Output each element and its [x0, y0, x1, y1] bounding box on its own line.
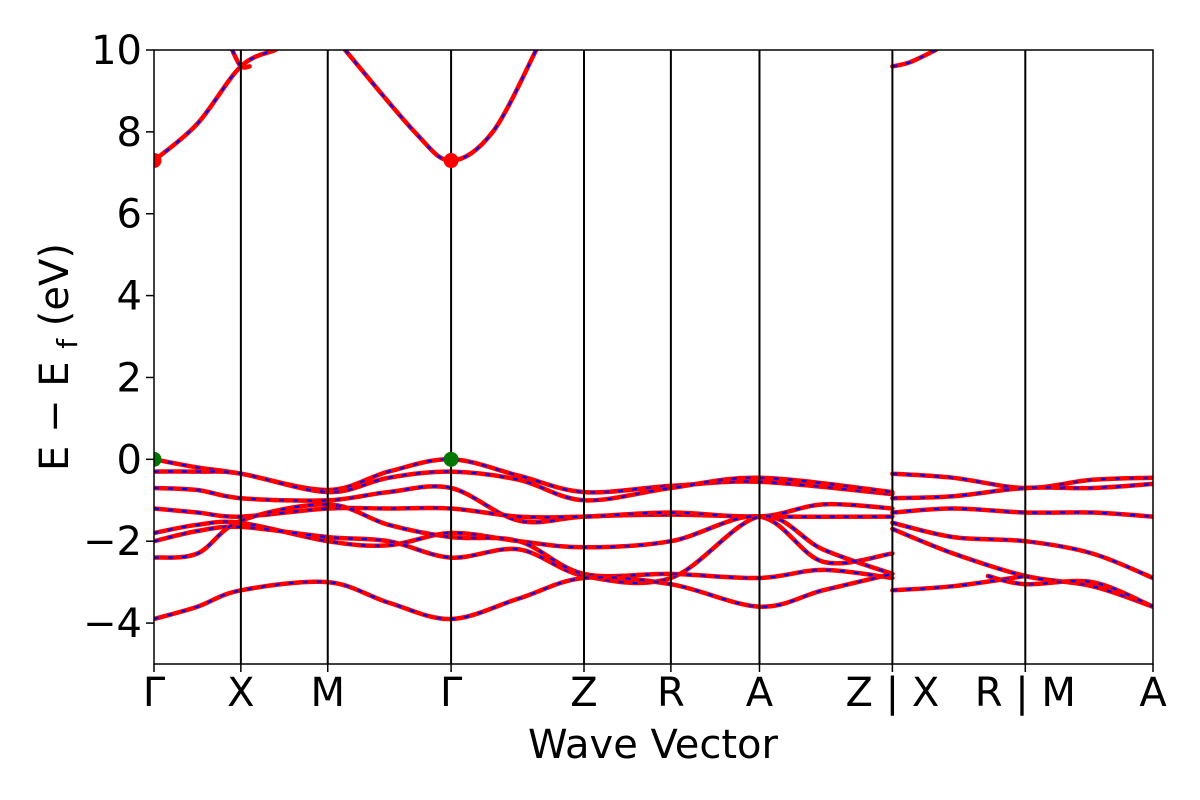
x-tick-label-4: Z: [570, 670, 597, 716]
y-axis-title-sub: f: [51, 338, 84, 349]
plot-frame: [153, 49, 1154, 665]
x-tick-label-0: Γ: [143, 670, 166, 716]
x-tick-label-3: Γ: [440, 670, 463, 716]
band-line-15: [890, 520, 1153, 581]
y-axis-title-main: E − E: [32, 361, 78, 471]
band-line-18: [985, 573, 1153, 609]
x-tick-label-1: X: [227, 670, 254, 716]
band-line-11: [154, 571, 895, 622]
band-line-overlay-17: [892, 574, 1026, 592]
x-tick-label-2: M: [310, 670, 345, 716]
y-tick-label-0: 10: [91, 28, 142, 74]
y-axis-title: E − E f (eV): [32, 243, 87, 471]
x-tick-label-6: A: [746, 670, 774, 716]
y-tick-label-6: −2: [83, 519, 142, 565]
band-line-overlay-5: [154, 470, 893, 502]
extrema-points: [154, 153, 459, 467]
band-line-overlay-11: [154, 572, 893, 621]
y-axis-title-unit: (eV): [32, 243, 78, 326]
cbm-point-1: [443, 153, 459, 169]
x-tick-label-9: A: [1139, 670, 1167, 716]
band-line-overlay-18: [987, 574, 1153, 608]
band-line-overlay-14: [892, 507, 1153, 518]
band-line-overlay-12: [892, 472, 1153, 490]
vbm-point-3: [443, 451, 459, 467]
x-axis-title: Wave Vector: [528, 722, 779, 768]
band-line-overlay-3: [892, 50, 937, 68]
vbm-point-2: [154, 451, 162, 467]
x-tick-label-7: Z | X: [846, 670, 940, 716]
band-line-3: [890, 50, 939, 69]
band-line-overlay-15: [892, 521, 1153, 580]
y-tick-label-1: 8: [117, 110, 142, 156]
y-tick-label-2: 6: [117, 192, 142, 238]
x-tick-label-8: R | M: [975, 670, 1076, 716]
kpoint-divider-lines: [239, 50, 1027, 664]
y-tick-label-4: 2: [117, 355, 142, 401]
y-tick-label-3: 4: [117, 274, 142, 320]
band-line-overlay-13: [892, 482, 1153, 500]
band-line-0: [154, 50, 278, 163]
cbm-point-0: [154, 153, 162, 169]
y-tick-label-7: −4: [83, 601, 142, 647]
x-tick-label-5: R: [657, 670, 685, 716]
y-axis-ticks: 10 8 6 4 2 0 −2 −4: [83, 28, 154, 647]
bands-layer: [154, 50, 1153, 622]
band-line-2: [342, 50, 539, 163]
band-line-13: [890, 481, 1153, 501]
x-axis-ticks: Γ X M Γ Z R A Z | X R | M A: [143, 664, 1167, 716]
y-tick-label-5: 0: [117, 437, 142, 483]
